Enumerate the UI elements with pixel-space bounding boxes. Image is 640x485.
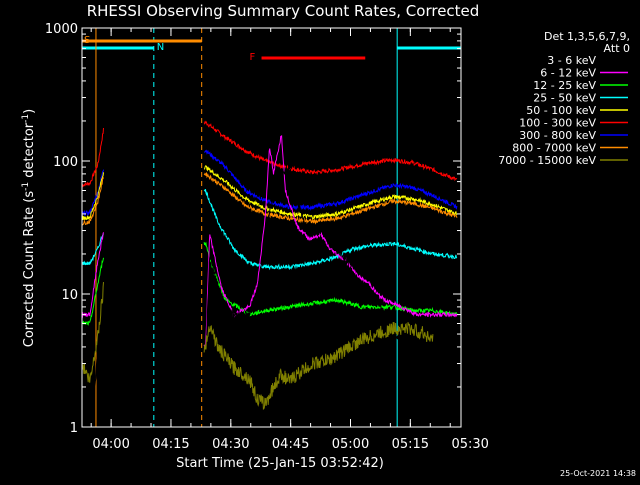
legend-header-detectors: Det 1,3,5,6,7,9, bbox=[544, 30, 630, 43]
x-tick-label-0: 04:00 bbox=[92, 437, 129, 452]
x-tick-label-2: 04:30 bbox=[212, 437, 249, 452]
y-axis-ticks: 1 10 100 1000 bbox=[45, 22, 461, 436]
x-axis-ticks: 04:00 04:15 04:30 04:45 05:00 05:15 05:30 bbox=[90, 28, 489, 452]
y-tick-label-3: 1000 bbox=[45, 22, 78, 37]
x-tick-label-6: 05:30 bbox=[451, 437, 488, 452]
legend-label-1: 6 - 12 keV bbox=[540, 67, 596, 80]
y-tick-label-1: 10 bbox=[61, 288, 78, 303]
series-line-7 bbox=[81, 166, 458, 424]
y-tick-label-2: 100 bbox=[53, 155, 78, 170]
y-tick-label-0: 1 bbox=[70, 421, 78, 436]
footer-timestamp: 25-Oct-2021 14:38 bbox=[560, 469, 636, 478]
y-axis-label-mid: detector bbox=[22, 122, 37, 182]
chart-title: RHESSI Observing Summary Count Rates, Co… bbox=[87, 2, 480, 20]
y-axis-label-main: Corrected Count Rate (s bbox=[22, 191, 37, 348]
legend-label-6: 300 - 800 keV bbox=[519, 129, 596, 142]
x-tick-label-4: 05:00 bbox=[332, 437, 369, 452]
night-label: N bbox=[157, 42, 164, 53]
series-line-4 bbox=[81, 189, 458, 271]
legend-label-4: 50 - 100 keV bbox=[526, 104, 596, 117]
flare-label: F bbox=[250, 52, 256, 63]
y-axis-label: Corrected Count Rate (s-1 detector-1) bbox=[21, 109, 37, 347]
x-tick-label-3: 04:45 bbox=[272, 437, 309, 452]
legend-label-2: 12 - 25 keV bbox=[533, 79, 596, 92]
saa-label: S bbox=[84, 35, 90, 46]
series-line-8 bbox=[81, 282, 434, 410]
legend-label-0: 3 - 6 keV bbox=[547, 54, 596, 67]
legend-header-attenuator: Att 0 bbox=[604, 42, 630, 55]
x-tick-label-1: 04:15 bbox=[152, 437, 189, 452]
y-axis-label-end: ) bbox=[22, 109, 37, 114]
legend-label-3: 25 - 50 keV bbox=[533, 92, 596, 105]
x-axis-label: Start Time (25-Jan-15 03:52:42) bbox=[176, 456, 384, 471]
x-tick-label-5: 05:15 bbox=[392, 437, 429, 452]
y-axis-label-sup1: -1 bbox=[21, 182, 31, 191]
legend-label-8: 7000 - 15000 keV bbox=[498, 154, 596, 167]
series-line-3 bbox=[81, 172, 458, 226]
y-axis-label-sup2: -1 bbox=[21, 114, 31, 123]
legend-label-7: 800 - 7000 keV bbox=[512, 142, 596, 155]
plot-frame bbox=[81, 27, 462, 428]
legend-label-5: 100 - 300 keV bbox=[519, 117, 596, 130]
series-line-0 bbox=[81, 120, 458, 188]
